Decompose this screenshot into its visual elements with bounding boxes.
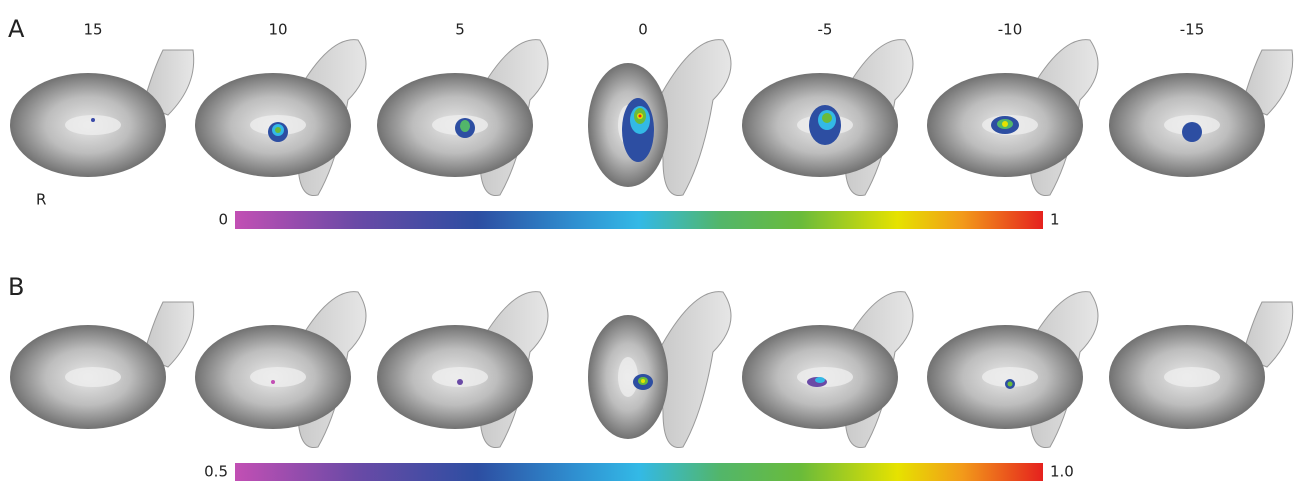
slice-label: 10 xyxy=(268,21,287,39)
brain-slice xyxy=(588,40,731,196)
colorbar-max: 1.0 xyxy=(1050,463,1074,481)
brain-slice xyxy=(10,50,194,177)
brain-slice xyxy=(377,292,548,448)
white-matter xyxy=(250,367,306,387)
activation xyxy=(460,120,470,132)
activation xyxy=(91,118,95,122)
activation xyxy=(639,115,642,118)
brainstem xyxy=(658,40,731,196)
brain-slice xyxy=(927,292,1098,448)
colorbar xyxy=(235,463,1043,481)
white-matter xyxy=(65,367,121,387)
brain-slice xyxy=(927,40,1098,196)
slice-label: -5 xyxy=(818,21,833,39)
slice-label: -15 xyxy=(1180,21,1205,39)
brain-slice xyxy=(742,40,913,196)
activation xyxy=(1182,122,1202,142)
activation xyxy=(815,377,825,383)
activation xyxy=(641,379,645,383)
orientation-label: R xyxy=(36,191,46,209)
activation xyxy=(275,127,281,133)
activation xyxy=(457,379,463,385)
brain-slice xyxy=(10,302,194,429)
brain-slice xyxy=(377,40,548,196)
panel-label: A xyxy=(8,15,25,43)
activation xyxy=(822,113,832,123)
colorbar-max: 1 xyxy=(1050,211,1060,229)
activation xyxy=(1002,121,1008,127)
brain-slice xyxy=(742,292,913,448)
brain-slice xyxy=(195,292,366,448)
slice-label: -10 xyxy=(998,21,1023,39)
slice-label: 5 xyxy=(455,21,465,39)
activation xyxy=(1008,382,1013,387)
white-matter xyxy=(1164,367,1220,387)
brain-slice xyxy=(588,292,731,448)
activation xyxy=(271,380,275,384)
colorbar-min: 0 xyxy=(218,211,228,229)
slice-label: 15 xyxy=(83,21,102,39)
figure: A B R 0 1 0.5 1.0 15 10 5 0 -5 -10 -15 xyxy=(0,0,1301,483)
white-matter xyxy=(618,357,638,397)
brain-slice xyxy=(195,40,366,196)
slice-label: 0 xyxy=(638,21,648,39)
panel-label: B xyxy=(8,273,24,301)
colorbar-min: 0.5 xyxy=(204,463,228,481)
brain-slice xyxy=(1109,302,1293,429)
brain-slice xyxy=(1109,50,1293,177)
colorbar xyxy=(235,211,1043,229)
brainstem xyxy=(658,292,731,448)
